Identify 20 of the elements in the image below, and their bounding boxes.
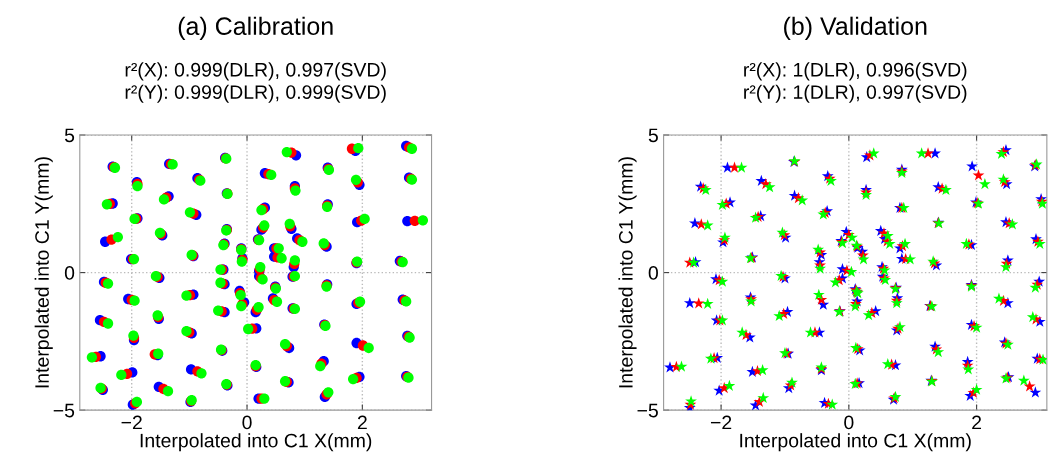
y-tick-label: 5 bbox=[648, 128, 658, 143]
x-tick-label: −2 bbox=[710, 415, 732, 430]
y-axis-title: Interpolated into C1 Y(mm) bbox=[34, 157, 53, 388]
chart-subtitle: r²(X): 1(DLR), 0.996(SVD) r²(Y): 1(DLR), 0.997(SVD) bbox=[744, 62, 967, 103]
y-tick-label: −5 bbox=[637, 403, 658, 418]
chart-title: (a) Calibration bbox=[178, 16, 333, 40]
y-axis-title: Interpolated into C1 Y(mm) bbox=[618, 157, 637, 388]
x-axis-title: Interpolated into C1 X(mm) bbox=[140, 433, 372, 452]
x-tick-label: 2 bbox=[972, 415, 982, 430]
y-tick-label: 0 bbox=[648, 266, 658, 280]
chart-subtitle: r²(X): 0.999(DLR), 0.997(SVD) r²(Y): 0.999(DLR), 0.999(SVD) bbox=[125, 62, 386, 103]
y-tick-label: 0 bbox=[64, 266, 75, 280]
x-tick-label: 0 bbox=[242, 415, 252, 430]
y-tick-label: 5 bbox=[64, 128, 75, 143]
x-axis-title: Interpolated into C1 X(mm) bbox=[740, 433, 971, 452]
x-tick-label: 0 bbox=[844, 415, 854, 430]
y-tick-label: −5 bbox=[53, 403, 75, 418]
x-tick-label: −2 bbox=[121, 415, 142, 430]
chart-title: (b) Validation bbox=[784, 16, 927, 40]
x-tick-label: 2 bbox=[357, 415, 367, 430]
